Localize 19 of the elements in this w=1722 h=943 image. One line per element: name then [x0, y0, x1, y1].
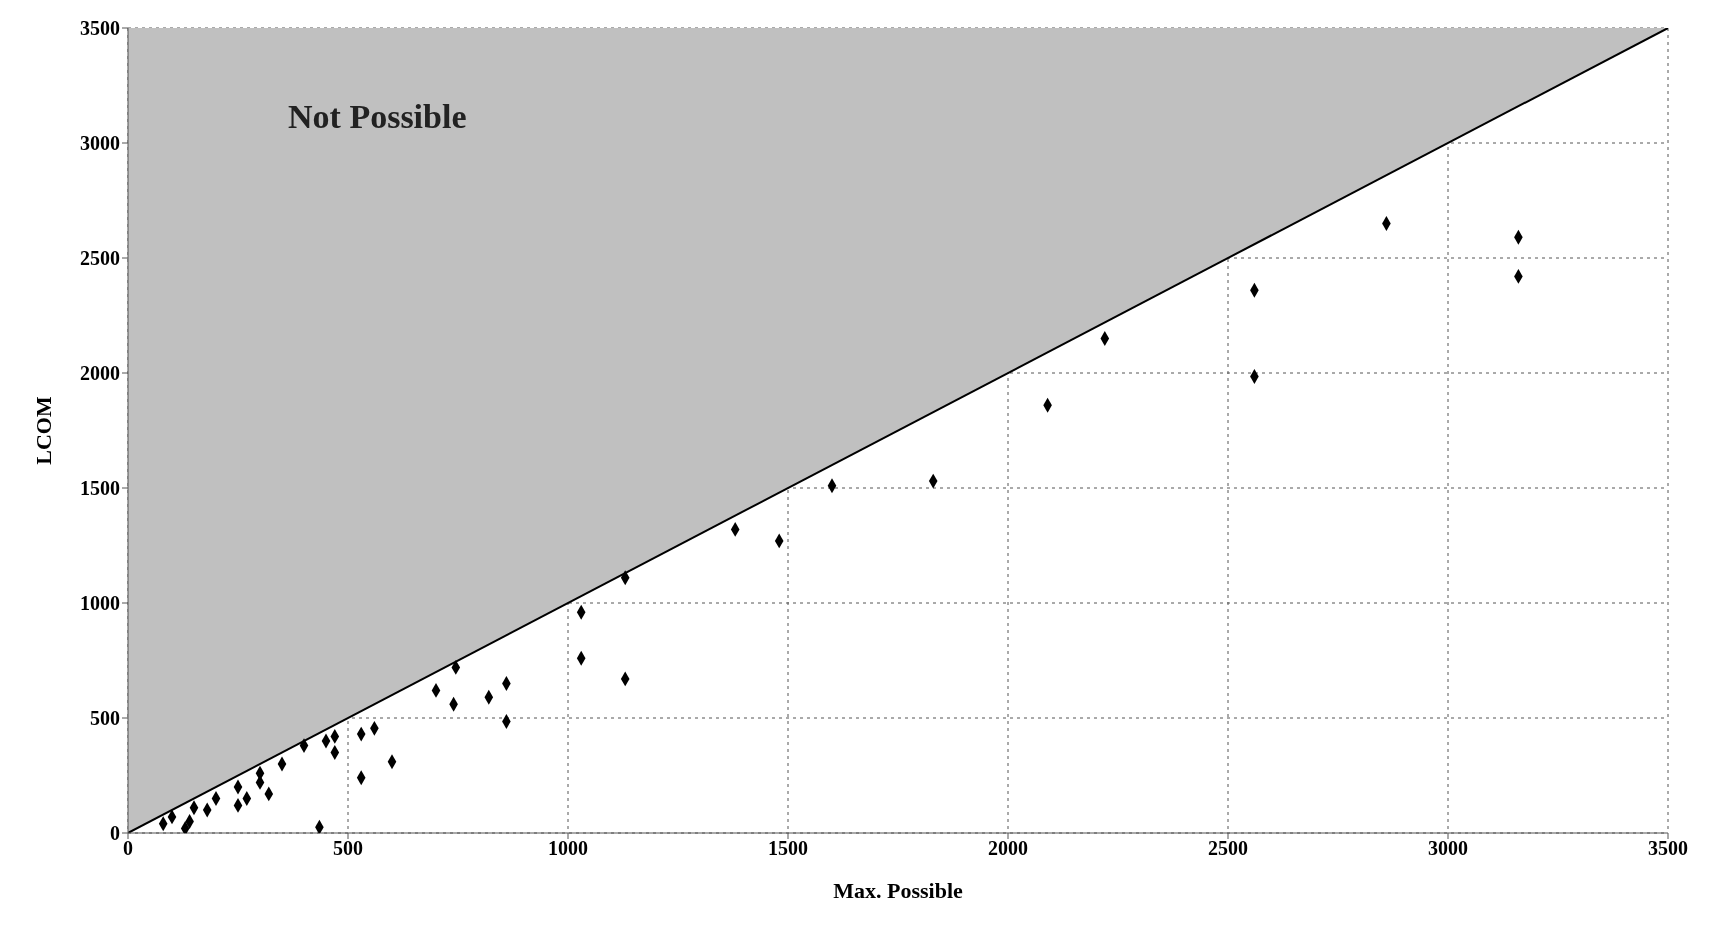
point: [180, 820, 190, 833]
x-tick-label: 500: [333, 837, 363, 860]
y-tick-label: 1000: [80, 592, 120, 615]
y-tick-label: 3000: [80, 132, 120, 155]
x-tick-label: 3000: [1428, 837, 1468, 860]
y-tick-label: 500: [90, 707, 120, 730]
x-tick-label: 2500: [1208, 837, 1248, 860]
y-tick-label: 3500: [80, 17, 120, 40]
y-tick-label: 1500: [80, 477, 120, 500]
annotation: Not Possible: [288, 98, 467, 136]
x-tick-label: 2000: [988, 837, 1028, 860]
x-tick-label: 3500: [1648, 837, 1688, 860]
y-axis-title: LCOM: [30, 396, 56, 465]
y-tick-label: 2500: [80, 247, 120, 270]
x-tick-label: 1500: [768, 837, 808, 860]
y-tick-label: 2000: [80, 362, 120, 385]
x-tick-label: 1000: [548, 837, 588, 860]
y-tick-label: 0: [110, 822, 120, 845]
x-axis-title: Max. Possible: [833, 878, 963, 903]
